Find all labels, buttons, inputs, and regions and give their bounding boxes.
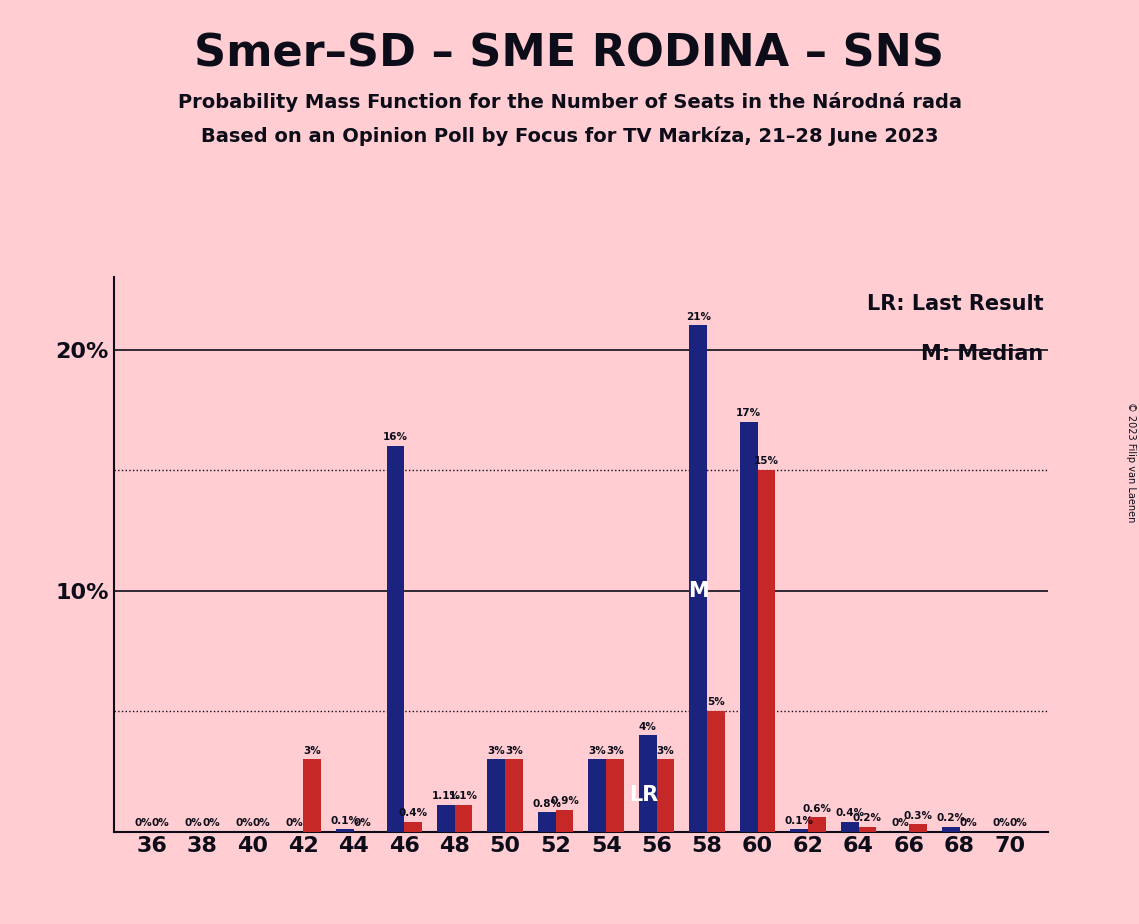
Text: 3%: 3% bbox=[303, 746, 321, 756]
Text: 0.2%: 0.2% bbox=[853, 813, 882, 823]
Text: 1.1%: 1.1% bbox=[432, 792, 460, 801]
Bar bbox=[336, 829, 354, 832]
Bar bbox=[556, 810, 573, 832]
Text: 0.1%: 0.1% bbox=[785, 816, 813, 825]
Text: 17%: 17% bbox=[736, 408, 761, 419]
Text: 0.8%: 0.8% bbox=[532, 798, 562, 808]
Text: 1.1%: 1.1% bbox=[449, 792, 478, 801]
Text: 0%: 0% bbox=[235, 818, 253, 828]
Bar bbox=[942, 827, 959, 832]
Bar bbox=[757, 470, 776, 832]
Text: 0.3%: 0.3% bbox=[903, 810, 933, 821]
Text: 0%: 0% bbox=[354, 818, 371, 828]
Text: 3%: 3% bbox=[505, 746, 523, 756]
Bar bbox=[689, 325, 707, 832]
Bar bbox=[790, 829, 808, 832]
Text: Based on an Opinion Poll by Focus for TV Markíza, 21–28 June 2023: Based on an Opinion Poll by Focus for TV… bbox=[200, 127, 939, 146]
Text: 0%: 0% bbox=[185, 818, 203, 828]
Bar bbox=[639, 736, 656, 832]
Text: 0.2%: 0.2% bbox=[936, 813, 965, 823]
Text: 0.4%: 0.4% bbox=[399, 808, 427, 819]
Bar bbox=[859, 827, 876, 832]
Bar bbox=[606, 760, 624, 832]
Text: 16%: 16% bbox=[383, 432, 408, 443]
Text: 0%: 0% bbox=[134, 818, 151, 828]
Bar bbox=[303, 760, 321, 832]
Text: © 2023 Filip van Laenen: © 2023 Filip van Laenen bbox=[1126, 402, 1136, 522]
Text: 0%: 0% bbox=[151, 818, 170, 828]
Bar bbox=[454, 805, 473, 832]
Text: 0%: 0% bbox=[203, 818, 220, 828]
Bar bbox=[841, 822, 859, 832]
Text: 0.6%: 0.6% bbox=[802, 804, 831, 813]
Bar bbox=[386, 446, 404, 832]
Bar bbox=[909, 824, 927, 832]
Text: 4%: 4% bbox=[639, 722, 657, 732]
Bar bbox=[808, 817, 826, 832]
Bar bbox=[404, 822, 421, 832]
Bar bbox=[589, 760, 606, 832]
Text: 0%: 0% bbox=[253, 818, 270, 828]
Text: 0%: 0% bbox=[286, 818, 303, 828]
Text: 0%: 0% bbox=[892, 818, 909, 828]
Text: 0.9%: 0.9% bbox=[550, 796, 579, 807]
Text: 3%: 3% bbox=[656, 746, 674, 756]
Text: 3%: 3% bbox=[487, 746, 506, 756]
Bar bbox=[656, 760, 674, 832]
Bar bbox=[506, 760, 523, 832]
Bar bbox=[740, 422, 757, 832]
Text: 0%: 0% bbox=[1010, 818, 1027, 828]
Text: 3%: 3% bbox=[606, 746, 624, 756]
Text: M: M bbox=[688, 580, 708, 601]
Text: 0.1%: 0.1% bbox=[330, 816, 360, 825]
Text: 0.4%: 0.4% bbox=[835, 808, 865, 819]
Text: 0%: 0% bbox=[992, 818, 1010, 828]
Text: Smer–SD – SME RODINA – SNS: Smer–SD – SME RODINA – SNS bbox=[195, 32, 944, 76]
Text: LR: LR bbox=[630, 785, 658, 806]
Bar bbox=[487, 760, 506, 832]
Bar bbox=[707, 711, 724, 832]
Text: 21%: 21% bbox=[686, 311, 711, 322]
Bar bbox=[538, 812, 556, 832]
Text: 5%: 5% bbox=[707, 698, 724, 708]
Text: LR: Last Result: LR: Last Result bbox=[867, 294, 1043, 314]
Bar bbox=[437, 805, 454, 832]
Text: M: Median: M: Median bbox=[921, 344, 1043, 364]
Text: 3%: 3% bbox=[589, 746, 606, 756]
Text: 0%: 0% bbox=[959, 818, 977, 828]
Text: 15%: 15% bbox=[754, 456, 779, 467]
Text: Probability Mass Function for the Number of Seats in the Národná rada: Probability Mass Function for the Number… bbox=[178, 92, 961, 113]
